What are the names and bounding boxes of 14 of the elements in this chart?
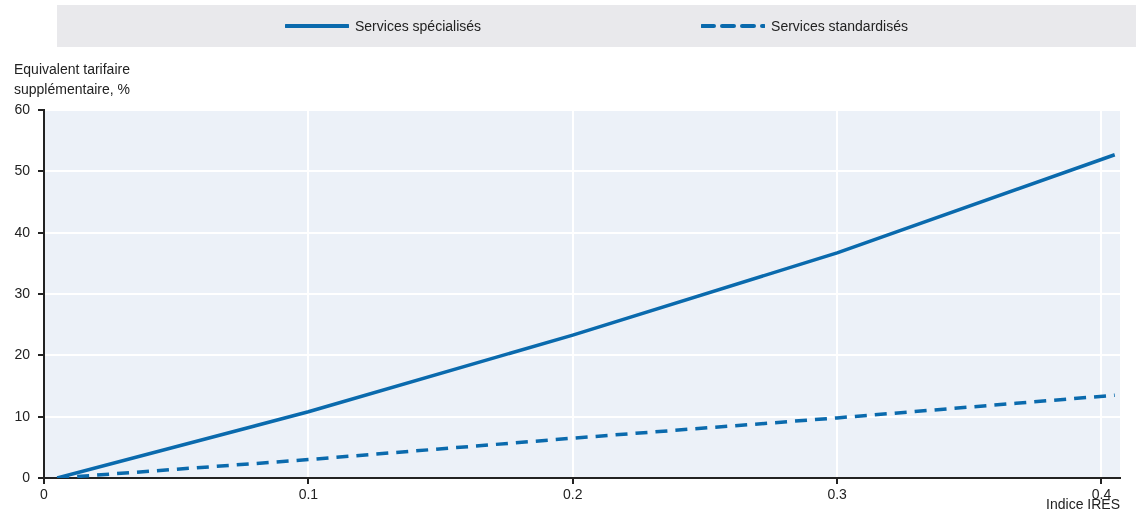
y-tick-label: 0 xyxy=(22,468,31,485)
y-tick-label: 30 xyxy=(14,284,31,301)
x-tick-label: 0.3 xyxy=(827,486,848,503)
y-tick-label: 20 xyxy=(14,346,31,363)
y-tick-label: 10 xyxy=(14,407,31,424)
legend-label: Services standardisés xyxy=(771,18,908,34)
y-tick-label: 40 xyxy=(14,223,31,240)
y-tick-label: 50 xyxy=(14,162,31,179)
y-axis-title: Equivalent tarifaire supplémentaire, % xyxy=(14,60,131,99)
x-tick-label: 0.1 xyxy=(298,486,319,503)
legend-label: Services spécialisés xyxy=(354,18,482,34)
x-tick-label: 0.2 xyxy=(563,486,583,503)
y-tick-label: 60 xyxy=(14,100,31,117)
x-tick-label: 0 xyxy=(40,486,49,503)
